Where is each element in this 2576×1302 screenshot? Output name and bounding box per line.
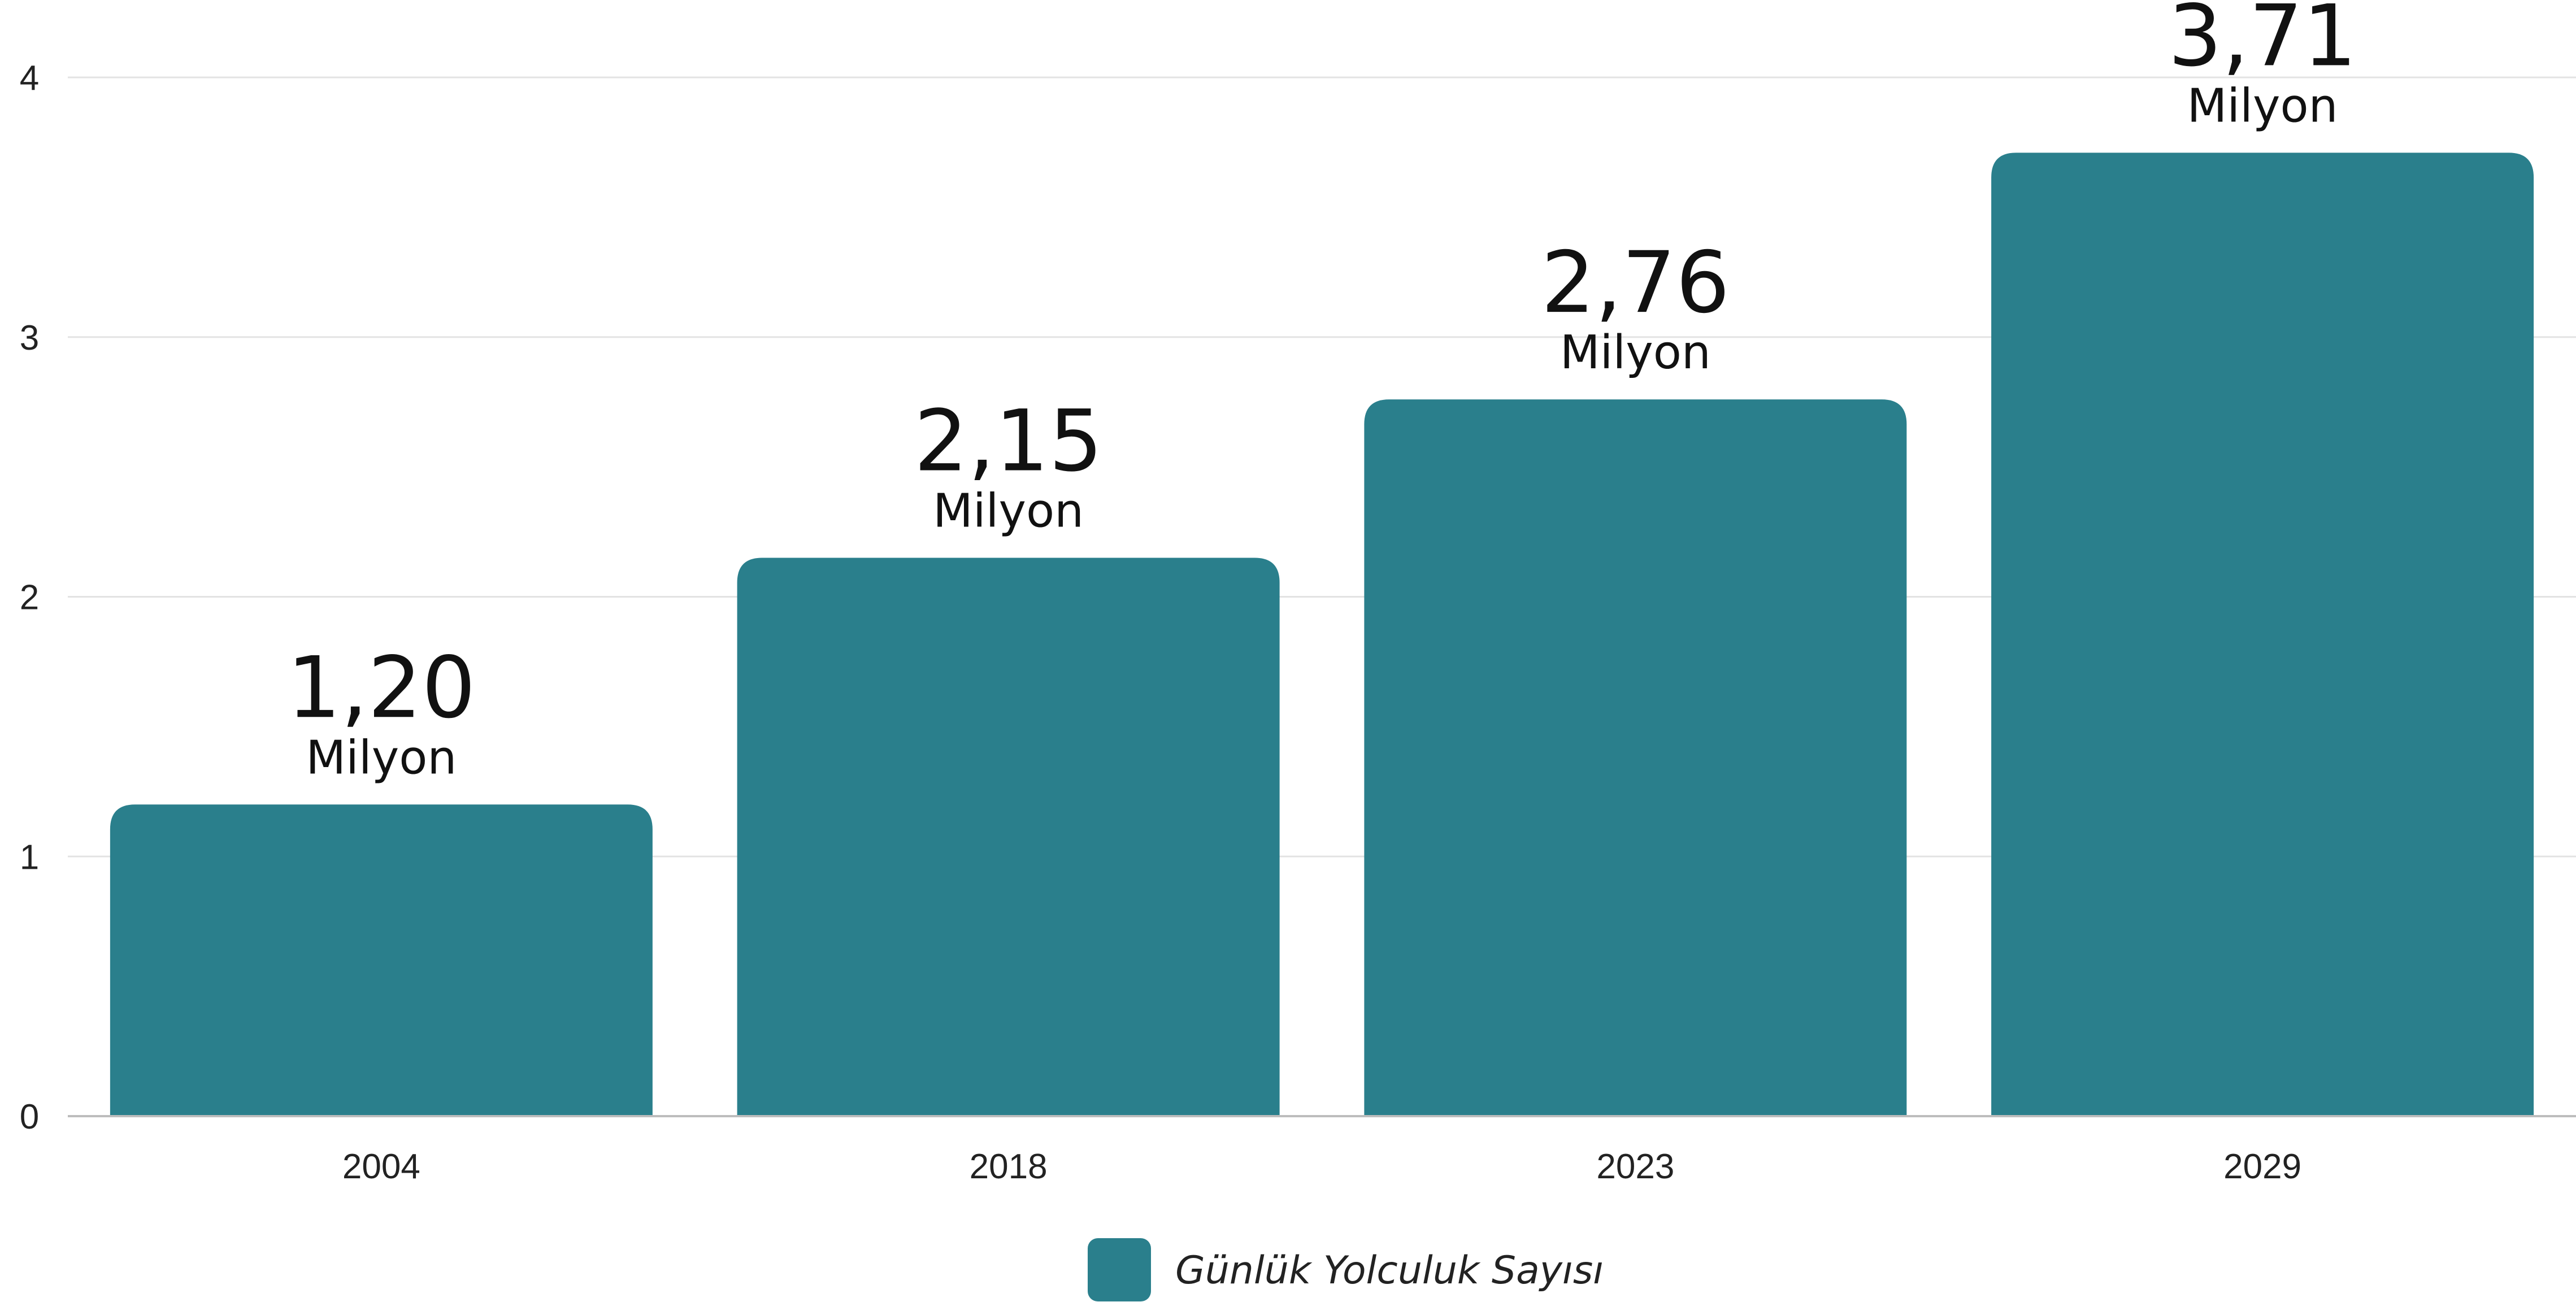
unit-label-2018: Milyon: [933, 485, 1084, 538]
y-tick-label: 3: [20, 319, 39, 358]
unit-label-2004: Milyon: [306, 731, 457, 785]
bar-2029: [1991, 153, 2534, 1116]
y-tick-label: 0: [20, 1098, 39, 1136]
bars: [110, 153, 2534, 1116]
unit-label-2029: Milyon: [2187, 79, 2338, 133]
value-label-2018: 2,15: [914, 393, 1103, 491]
y-axis-tick-labels: 0 1 2 3 4: [20, 59, 39, 1136]
value-label-2029: 3,71: [2168, 0, 2357, 85]
x-tick-label-2023: 2023: [1596, 1147, 1674, 1186]
legend: Günlük Yolculuk Sayısı: [1088, 1238, 1604, 1301]
bar-2023: [1364, 399, 1907, 1116]
bar-2018: [737, 558, 1280, 1116]
x-tick-label-2018: 2018: [970, 1147, 1048, 1186]
y-tick-label: 4: [20, 59, 39, 98]
value-label-2004: 1,20: [287, 639, 476, 737]
unit-label-2023: Milyon: [1560, 326, 1711, 380]
x-tick-label-2004: 2004: [342, 1147, 420, 1186]
y-tick-label: 1: [20, 838, 39, 877]
legend-swatch-gunluk-yolculuk: [1088, 1238, 1151, 1301]
bar-2004: [110, 804, 653, 1116]
x-tick-label-2029: 2029: [2223, 1147, 2301, 1186]
value-label-2023: 2,76: [1541, 234, 1730, 332]
legend-label-gunluk-yolculuk: Günlük Yolculuk Sayısı: [1175, 1248, 1604, 1293]
x-axis-tick-labels: 2004 2018 2023 2029: [342, 1147, 2301, 1186]
y-tick-label: 2: [20, 578, 39, 617]
